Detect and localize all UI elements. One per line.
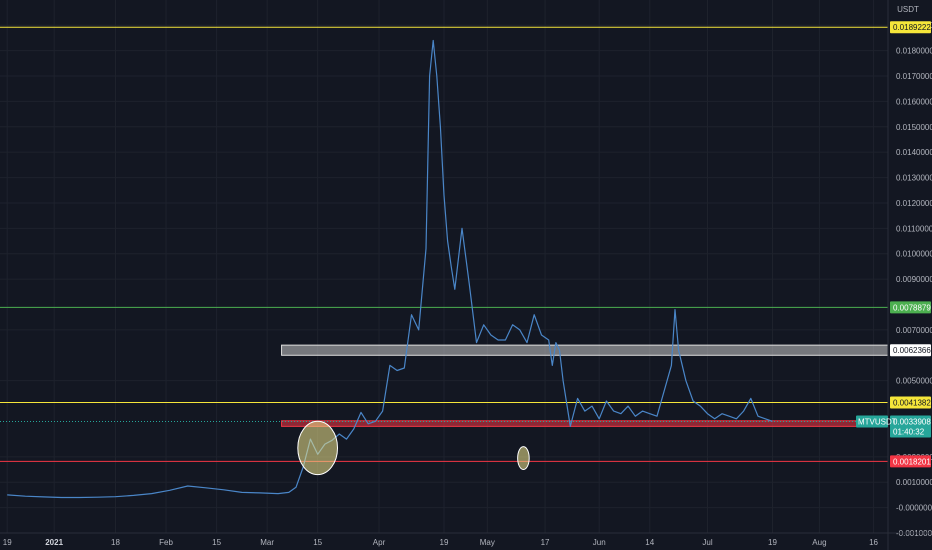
x-tick-label: 19 (440, 538, 449, 547)
y-tick-label: 0.0100000 (896, 250, 932, 259)
x-tick-label: May (480, 538, 495, 547)
level-price-badge-background (890, 301, 931, 314)
y-tick-label: -0.0000000 (896, 504, 932, 513)
y-tick-label: 0.0160000 (896, 97, 932, 106)
zone-rectangle[interactable] (281, 344, 889, 356)
x-tick-label: Feb (159, 538, 173, 547)
x-tick-label: 16 (869, 538, 878, 547)
last-price-label: 0.0033908 (893, 418, 931, 427)
x-tick-label: Apr (373, 538, 386, 547)
y-axis-unit: USDT (897, 5, 919, 14)
x-tick-label: 18 (111, 538, 120, 547)
zone-price-badge: 0.0062366 (893, 346, 931, 355)
y-tick-label: 0.0170000 (896, 72, 932, 81)
y-tick-label: 0.0150000 (896, 123, 932, 132)
level-price-badge: 0.0041382 (893, 399, 931, 408)
y-tick-label: 0.0120000 (896, 199, 932, 208)
y-tick-label: 0.0090000 (896, 275, 932, 284)
y-tick-label: 0.0140000 (896, 148, 932, 157)
y-tick-label: 0.0070000 (896, 326, 932, 335)
symbol-badge-background (856, 415, 888, 428)
y-tick-label: 0.0180000 (896, 47, 932, 56)
last-price-badge-background (890, 415, 931, 438)
x-tick-label: 19 (768, 538, 777, 547)
price-series-line (7, 39, 773, 499)
x-tick-label: 2021 (45, 538, 63, 547)
x-tick-label: Mar (260, 538, 274, 547)
y-tick-label: 0.0130000 (896, 174, 932, 183)
level-price-badge-background (890, 21, 931, 34)
x-tick-label: 17 (541, 538, 550, 547)
x-tick-label: Jun (593, 538, 606, 547)
y-tick-label: 0.0110000 (896, 224, 932, 233)
x-tick-label: 14 (645, 538, 654, 547)
zone-price-badge-background (890, 344, 931, 357)
highlight-ellipse[interactable] (517, 446, 530, 471)
level-price-badge-background (890, 455, 931, 468)
x-tick-label: Jul (702, 538, 712, 547)
y-tick-label: 0.0010000 (896, 478, 932, 487)
level-price-badge: 0.0189222 (893, 23, 931, 32)
highlight-ellipse[interactable] (297, 420, 339, 476)
level-price-badge-background (890, 396, 931, 409)
x-tick-label: 15 (313, 538, 322, 547)
x-tick-label: 15 (212, 538, 221, 547)
candle-countdown: 01:40:32 (893, 428, 925, 437)
level-price-badge: 0.0078879 (893, 303, 931, 312)
symbol-label: MTVUSDT (858, 418, 897, 427)
y-tick-label: 0.0050000 (896, 377, 932, 386)
level-price-badge: 0.0018201 (893, 457, 931, 466)
x-tick-label: Aug (812, 538, 826, 547)
x-tick-label: 19 (3, 538, 12, 547)
